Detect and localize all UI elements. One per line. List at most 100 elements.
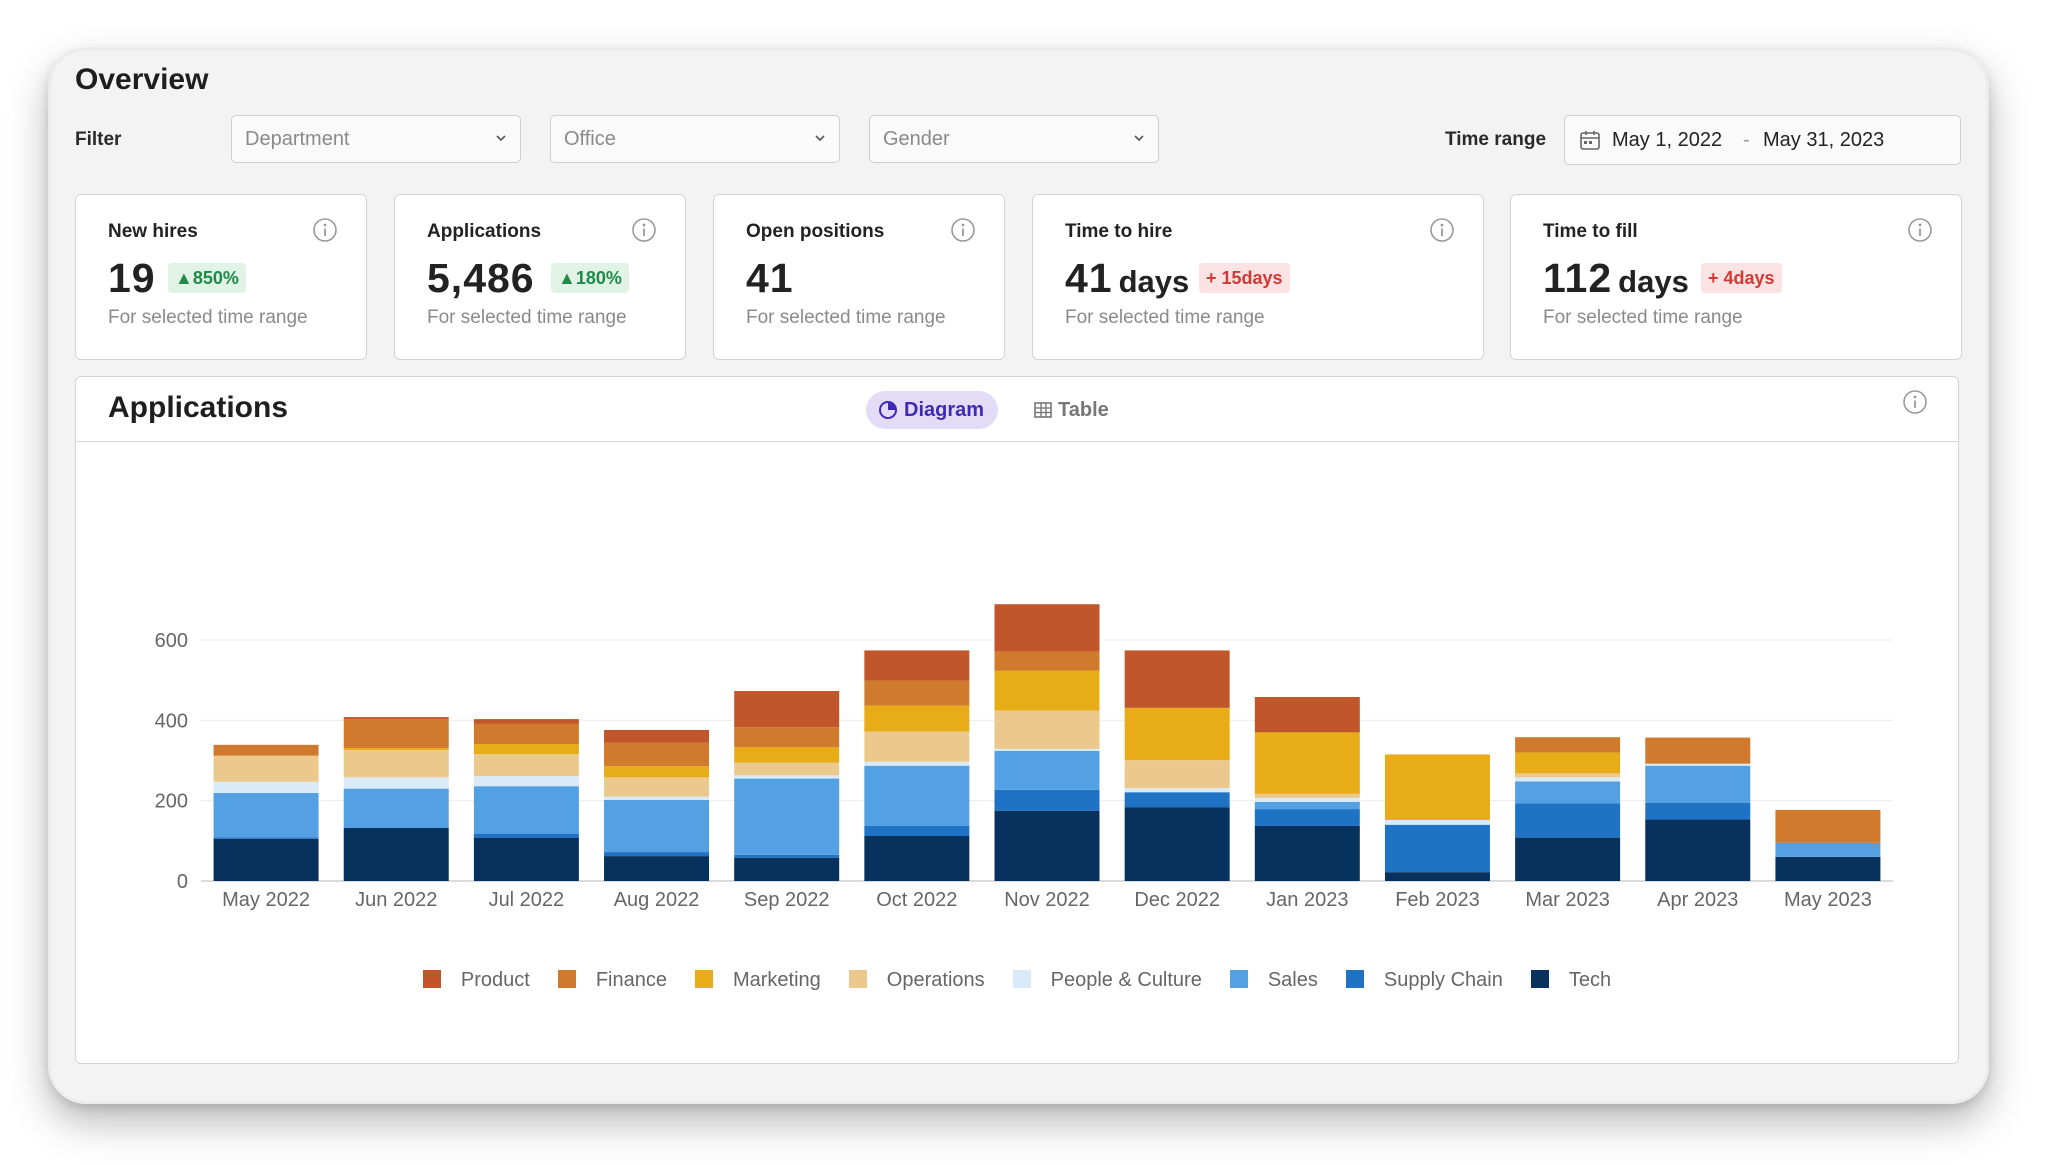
tab-diagram[interactable]: Diagram — [866, 391, 999, 429]
bar-segment[interactable] — [734, 727, 840, 748]
bar-segment[interactable] — [604, 766, 710, 778]
bar-segment[interactable] — [1775, 856, 1881, 881]
bar-segment[interactable] — [734, 857, 840, 881]
bar-segment[interactable] — [1775, 809, 1881, 843]
bar-segment[interactable] — [734, 854, 840, 858]
info-icon[interactable] — [312, 217, 338, 243]
bar-segment[interactable] — [473, 719, 579, 724]
bar-segment[interactable] — [994, 670, 1100, 711]
legend-item[interactable]: Supply Chain — [1345, 969, 1503, 992]
bar-segment[interactable] — [1124, 792, 1230, 808]
bar-segment[interactable] — [604, 796, 710, 800]
info-icon[interactable] — [950, 217, 976, 243]
bar-segment[interactable] — [343, 719, 449, 749]
bar-segment[interactable] — [1775, 842, 1881, 857]
bar-segment[interactable] — [994, 604, 1100, 652]
bar-segment[interactable] — [1254, 825, 1360, 881]
bar-segment[interactable] — [604, 799, 710, 853]
bar-segment[interactable] — [604, 729, 710, 743]
bar-segment[interactable] — [343, 788, 449, 828]
bar-segment[interactable] — [604, 777, 710, 797]
bar-segment[interactable] — [1515, 837, 1621, 881]
info-icon[interactable] — [1907, 217, 1933, 243]
bar-segment[interactable] — [1254, 697, 1360, 733]
date-range-picker[interactable]: May 1, 2022 - May 31, 2023 — [1564, 115, 1961, 165]
bar-segment[interactable] — [864, 836, 970, 881]
bar-segment[interactable] — [604, 742, 710, 767]
bar-segment[interactable] — [343, 748, 449, 751]
bar-segment[interactable] — [473, 837, 579, 881]
bar-segment[interactable] — [1645, 737, 1751, 764]
bar-segment[interactable] — [1254, 809, 1360, 826]
bar-segment[interactable] — [473, 786, 579, 834]
bar-segment[interactable] — [473, 754, 579, 777]
bar-segment[interactable] — [473, 723, 579, 745]
legend-item[interactable]: People & Culture — [1012, 969, 1202, 992]
legend-item[interactable]: Finance — [557, 969, 667, 992]
bar-segment[interactable] — [1515, 803, 1621, 838]
bar-segment[interactable] — [994, 750, 1100, 790]
bar-segment[interactable] — [1254, 793, 1360, 798]
bar-segment[interactable] — [864, 650, 970, 681]
bar-segment[interactable] — [1515, 737, 1621, 753]
bar-segment[interactable] — [994, 748, 1100, 751]
bar-segment[interactable] — [1124, 707, 1230, 761]
bar-segment[interactable] — [213, 781, 319, 794]
bar-segment[interactable] — [213, 755, 319, 782]
bar-segment[interactable] — [1515, 777, 1621, 782]
bar-segment[interactable] — [864, 761, 970, 766]
bar-segment[interactable] — [213, 744, 319, 756]
bar-segment[interactable] — [343, 827, 449, 881]
bar-segment[interactable] — [604, 852, 710, 857]
bar-segment[interactable] — [1515, 773, 1621, 778]
bar-segment[interactable] — [1254, 801, 1360, 810]
bar-segment[interactable] — [1254, 732, 1360, 794]
bar-segment[interactable] — [1124, 650, 1230, 708]
gender-select[interactable]: Gender — [869, 115, 1159, 163]
bar-segment[interactable] — [604, 856, 710, 881]
bar-segment[interactable] — [994, 710, 1100, 749]
legend-item[interactable]: Product — [422, 969, 530, 992]
bar-segment[interactable] — [864, 825, 970, 837]
bar-segment[interactable] — [213, 838, 319, 881]
info-icon[interactable] — [631, 217, 657, 243]
bar-segment[interactable] — [1254, 797, 1360, 802]
bar-segment[interactable] — [1645, 819, 1751, 881]
bar-segment[interactable] — [994, 651, 1100, 671]
tab-table[interactable]: Table — [1034, 391, 1109, 429]
bar-segment[interactable] — [213, 837, 319, 839]
bar-segment[interactable] — [1645, 802, 1751, 820]
bar-segment[interactable] — [1384, 872, 1490, 881]
info-icon[interactable] — [1429, 217, 1455, 243]
bar-segment[interactable] — [343, 750, 449, 778]
bar-segment[interactable] — [1515, 781, 1621, 804]
bar-segment[interactable] — [1515, 752, 1621, 774]
bar-segment[interactable] — [213, 793, 319, 838]
legend-item[interactable]: Sales — [1229, 969, 1318, 992]
bar-segment[interactable] — [473, 776, 579, 787]
legend-item[interactable]: Operations — [848, 969, 985, 992]
bar-segment[interactable] — [1645, 763, 1751, 766]
bar-segment[interactable] — [864, 731, 970, 762]
bar-segment[interactable] — [734, 762, 840, 776]
bar-segment[interactable] — [343, 777, 449, 789]
bar-segment[interactable] — [864, 680, 970, 706]
bar-segment[interactable] — [1384, 824, 1490, 873]
bar-segment[interactable] — [1124, 788, 1230, 793]
bar-segment[interactable] — [734, 778, 840, 855]
info-icon[interactable] — [1902, 389, 1928, 415]
bar-segment[interactable] — [864, 705, 970, 732]
legend-item[interactable]: Tech — [1530, 969, 1611, 992]
bar-segment[interactable] — [473, 744, 579, 755]
bar-segment[interactable] — [864, 765, 970, 826]
bar-segment[interactable] — [1645, 765, 1751, 803]
bar-segment[interactable] — [343, 717, 449, 720]
bar-segment[interactable] — [734, 747, 840, 763]
bar-segment[interactable] — [1124, 807, 1230, 881]
legend-item[interactable]: Marketing — [694, 969, 821, 992]
bar-segment[interactable] — [1384, 754, 1490, 820]
bar-segment[interactable] — [1384, 819, 1490, 825]
bar-segment[interactable] — [1124, 760, 1230, 789]
bar-segment[interactable] — [734, 690, 840, 728]
bar-segment[interactable] — [734, 775, 840, 779]
